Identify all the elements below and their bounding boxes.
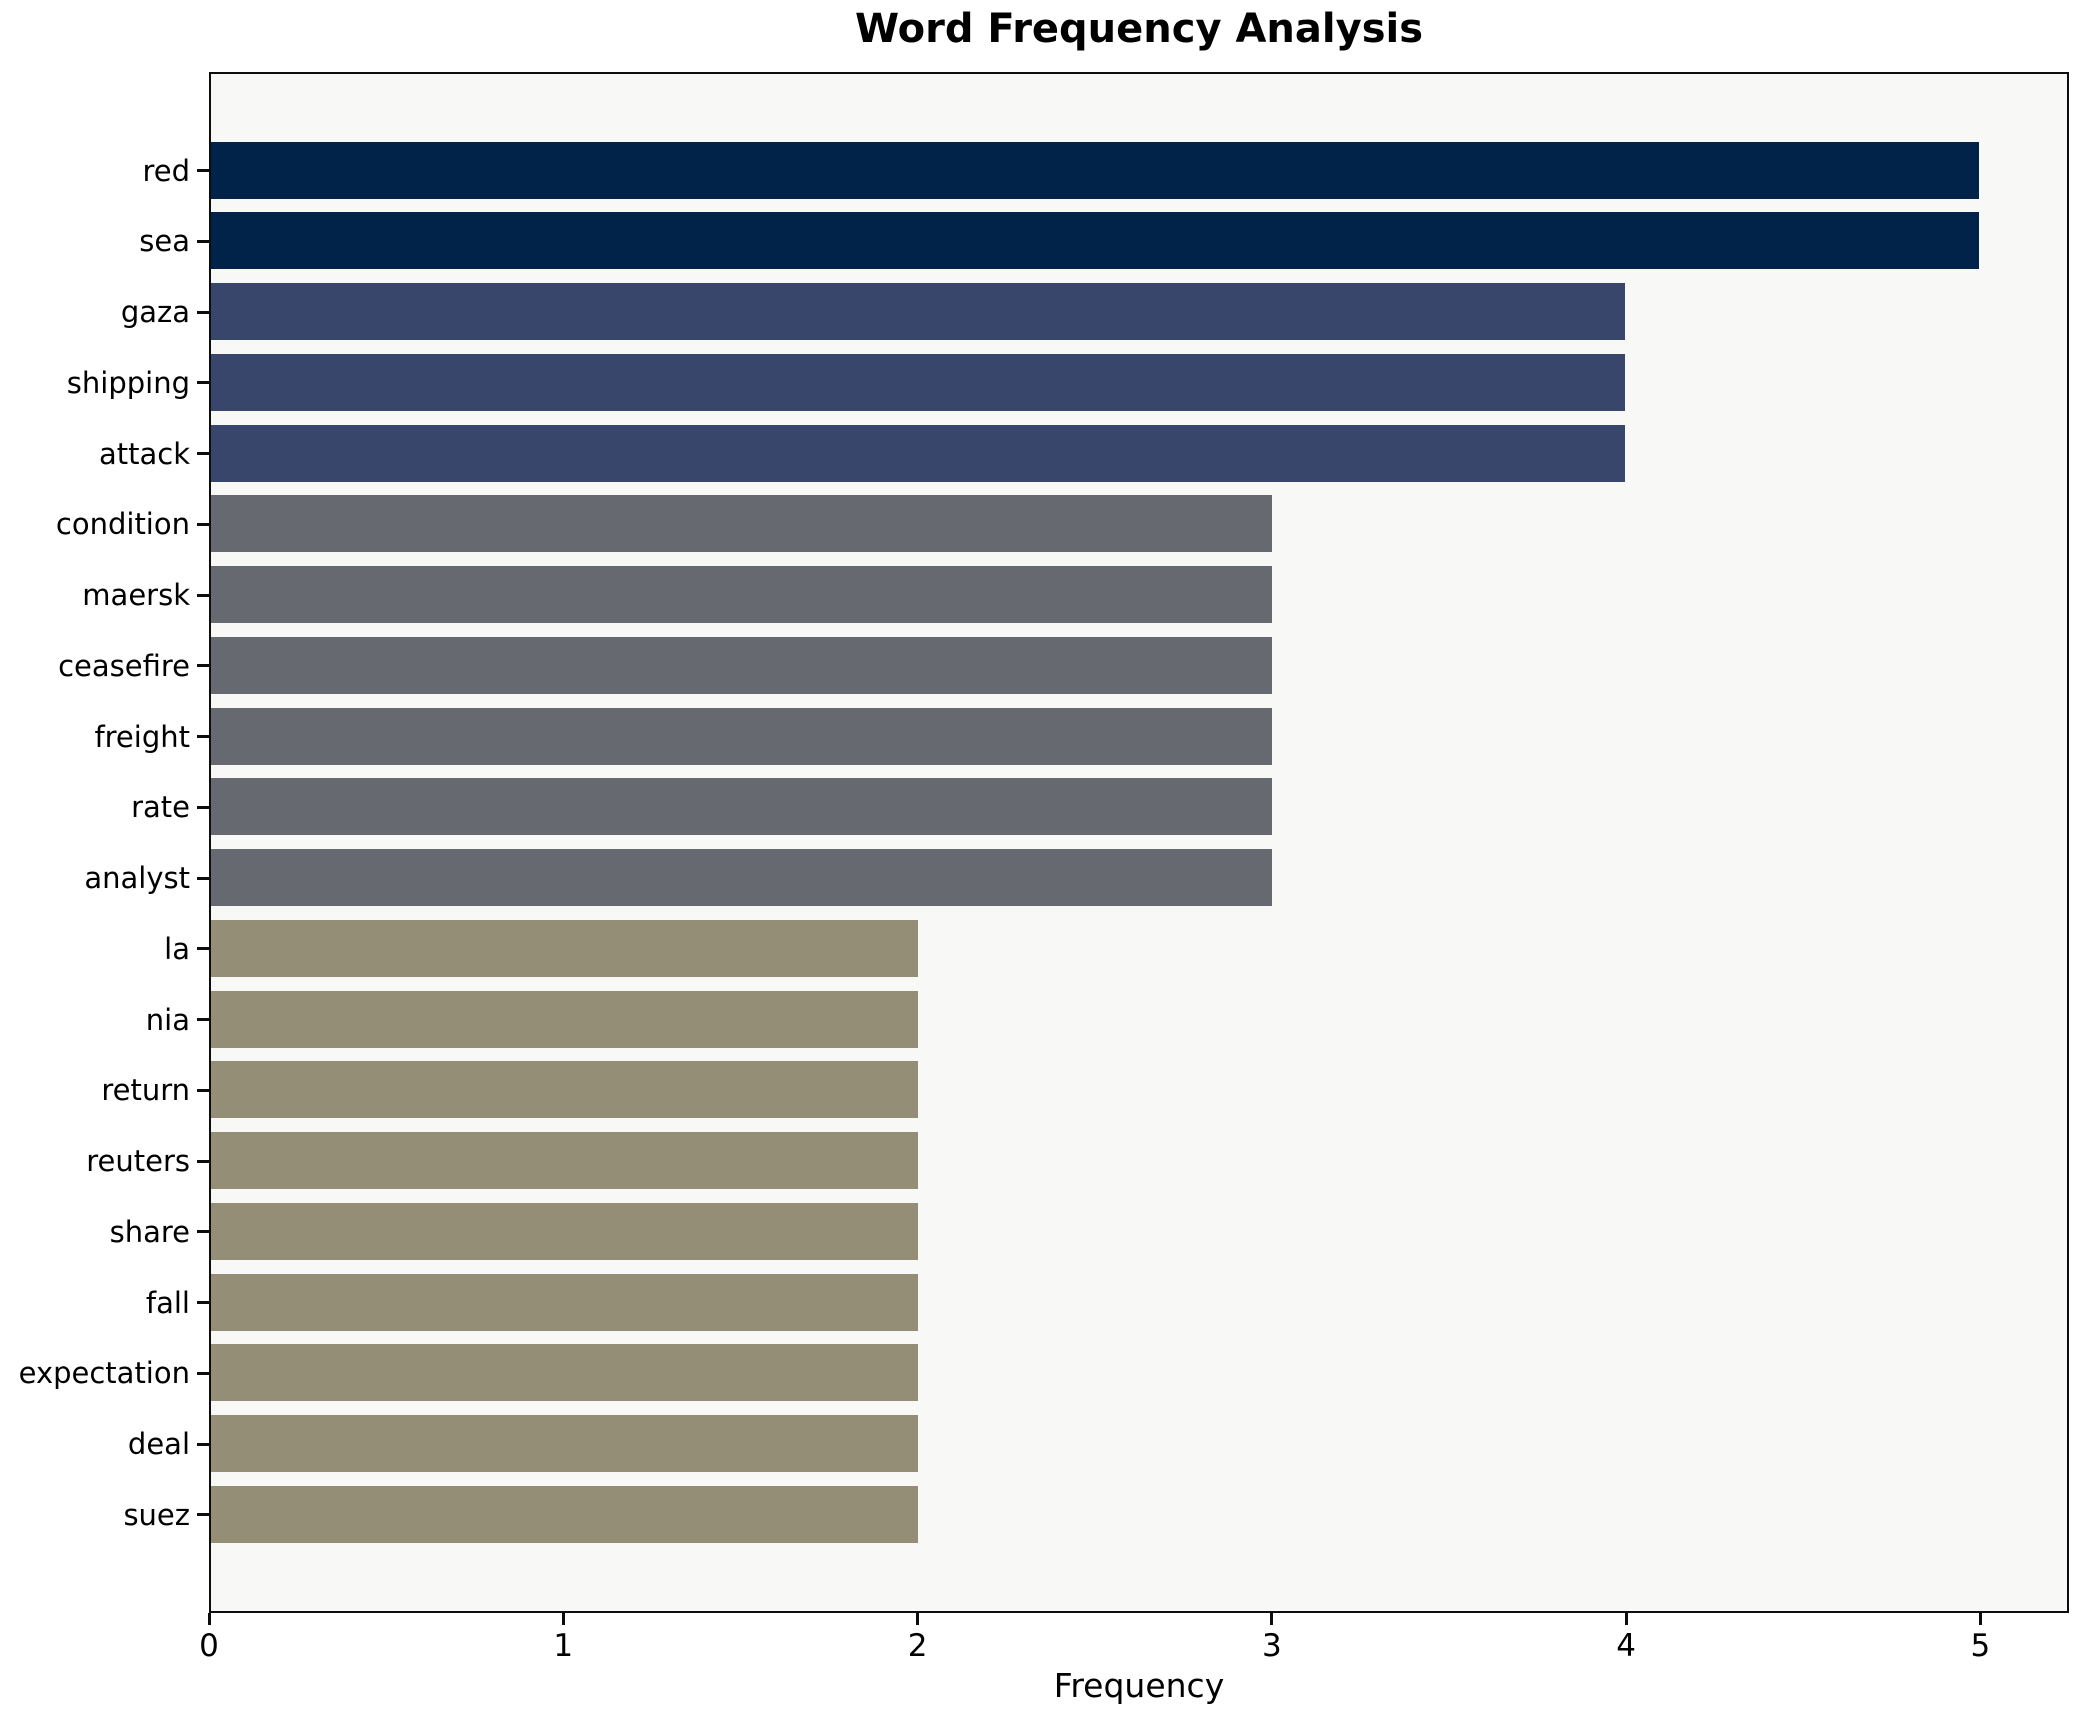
y-tick-label-suez: suez xyxy=(123,1497,190,1532)
bar-ceasefire xyxy=(211,636,1272,694)
bar-analyst xyxy=(211,849,1272,906)
y-tick-label-la: la xyxy=(164,931,190,966)
x-tick-mark xyxy=(1624,1613,1628,1625)
y-tick-mark xyxy=(197,1371,209,1375)
y-tick-label-nia: nia xyxy=(145,1002,190,1037)
y-tick-label-attack: attack xyxy=(98,436,190,471)
y-tick-mark xyxy=(197,593,209,597)
y-tick-mark xyxy=(197,452,209,455)
y-tick-label-gaza: gaza xyxy=(120,295,190,329)
y-tick-mark xyxy=(197,1230,209,1234)
x-tick-mark xyxy=(916,1613,920,1625)
y-tick-mark xyxy=(197,1442,209,1446)
x-tick-mark xyxy=(561,1613,565,1625)
y-tick-mark xyxy=(197,1513,209,1517)
bar-fall xyxy=(211,1273,919,1331)
y-tick-mark xyxy=(197,1088,209,1092)
y-tick-mark xyxy=(197,664,209,668)
bar-expectation xyxy=(211,1344,919,1402)
y-tick-mark xyxy=(197,876,209,880)
y-tick-mark xyxy=(197,1159,209,1163)
y-tick-label-share: share xyxy=(109,1214,190,1249)
y-tick-mark xyxy=(197,735,209,738)
bar-share xyxy=(211,1202,919,1260)
x-tick-label-1: 1 xyxy=(553,1628,574,1664)
y-tick-label-deal: deal xyxy=(127,1427,190,1461)
bar-return xyxy=(211,1061,919,1119)
x-tick-label-2: 2 xyxy=(907,1628,928,1664)
y-tick-label-rate: rate xyxy=(131,790,190,825)
y-tick-mark xyxy=(197,1301,209,1304)
y-tick-mark xyxy=(197,522,209,526)
y-tick-mark xyxy=(197,381,209,385)
bar-condition xyxy=(211,495,1272,553)
bar-freight xyxy=(211,707,1272,765)
chart-title: Word Frequency Analysis xyxy=(854,6,1424,52)
bar-gaza xyxy=(211,283,1626,340)
y-tick-label-expectation: expectation xyxy=(18,1356,190,1391)
bar-reuters xyxy=(211,1132,919,1189)
bar-attack xyxy=(211,424,1626,482)
x-tick-label-3: 3 xyxy=(1261,1628,1282,1664)
y-tick-label-sea: sea xyxy=(139,224,190,259)
y-tick-label-ceasefire: ceasefire xyxy=(58,648,190,683)
bar-deal xyxy=(211,1415,919,1472)
x-tick-mark xyxy=(1978,1613,1982,1625)
bar-nia xyxy=(211,990,919,1048)
y-tick-mark xyxy=(197,239,209,243)
y-tick-label-red: red xyxy=(142,153,190,188)
x-tick-label-0: 0 xyxy=(199,1628,219,1664)
bar-suez xyxy=(211,1485,919,1543)
plot-area xyxy=(209,72,2069,1613)
y-tick-label-freight: freight xyxy=(94,719,190,754)
x-axis-label: Frequency xyxy=(1053,1666,1225,1705)
y-tick-label-reuters: reuters xyxy=(86,1144,190,1178)
x-tick-mark xyxy=(207,1613,211,1625)
y-tick-mark xyxy=(197,310,209,314)
y-tick-label-fall: fall xyxy=(145,1285,190,1320)
bar-red xyxy=(211,141,1979,199)
y-tick-label-condition: condition xyxy=(55,507,190,542)
y-tick-mark xyxy=(197,805,209,809)
bar-shipping xyxy=(211,353,1626,411)
x-tick-label-5: 5 xyxy=(1970,1628,1991,1664)
y-tick-label-analyst: analyst xyxy=(84,861,190,895)
x-tick-label-4: 4 xyxy=(1616,1628,1636,1664)
y-tick-label-maersk: maersk xyxy=(82,578,190,612)
y-tick-mark xyxy=(197,947,209,951)
y-tick-mark xyxy=(197,1018,209,1021)
y-tick-label-return: return xyxy=(101,1073,190,1108)
x-tick-mark xyxy=(1270,1613,1274,1625)
bar-rate xyxy=(211,778,1272,836)
bar-maersk xyxy=(211,566,1272,623)
bar-la xyxy=(211,919,919,977)
y-tick-mark xyxy=(197,169,209,172)
y-tick-label-shipping: shipping xyxy=(66,365,190,400)
bar-sea xyxy=(211,212,1979,270)
